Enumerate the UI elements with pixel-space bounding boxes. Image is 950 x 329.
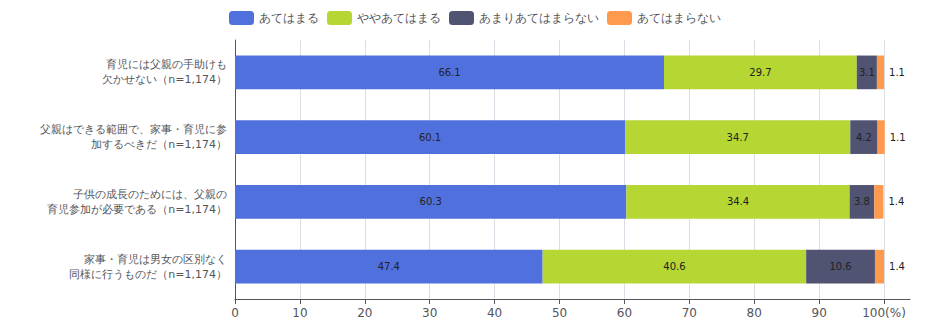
svg-text:1.4: 1.4 bbox=[888, 196, 904, 207]
svg-text:1.1: 1.1 bbox=[890, 132, 906, 143]
svg-text:10.6: 10.6 bbox=[829, 261, 851, 272]
svg-text:育児参加が必要である（n=1,174）: 育児参加が必要である（n=1,174） bbox=[47, 203, 227, 216]
svg-text:あてはまる: あてはまる bbox=[259, 11, 319, 25]
svg-text:66.1: 66.1 bbox=[438, 67, 460, 78]
svg-text:0: 0 bbox=[231, 306, 239, 320]
svg-text:あまりあてはまらない: あまりあてはまらない bbox=[479, 11, 599, 25]
svg-text:60.3: 60.3 bbox=[420, 196, 442, 207]
svg-text:30: 30 bbox=[422, 306, 437, 320]
svg-text:60: 60 bbox=[617, 306, 632, 320]
svg-text:40: 40 bbox=[487, 306, 502, 320]
svg-text:3.8: 3.8 bbox=[854, 196, 870, 207]
svg-text:100(%): 100(%) bbox=[862, 306, 906, 320]
svg-text:3.1: 3.1 bbox=[859, 67, 875, 78]
svg-text:40.6: 40.6 bbox=[663, 261, 685, 272]
svg-text:47.4: 47.4 bbox=[378, 261, 400, 272]
svg-text:34.7: 34.7 bbox=[727, 132, 749, 143]
svg-text:34.4: 34.4 bbox=[727, 196, 749, 207]
svg-text:父親はできる範囲で、家事・育児に参: 父親はできる範囲で、家事・育児に参 bbox=[40, 123, 227, 136]
svg-text:子供の成長のためには、父親の: 子供の成長のためには、父親の bbox=[73, 188, 227, 201]
svg-text:90: 90 bbox=[811, 306, 826, 320]
svg-text:加するべきだ（n=1,174）: 加するべきだ（n=1,174） bbox=[91, 138, 227, 151]
svg-text:ややあてはまる: ややあてはまる bbox=[357, 11, 441, 25]
svg-text:80: 80 bbox=[747, 306, 762, 320]
svg-text:29.7: 29.7 bbox=[749, 67, 771, 78]
svg-text:欠かせない（n=1,174）: 欠かせない（n=1,174） bbox=[102, 73, 227, 86]
svg-text:1.4: 1.4 bbox=[889, 261, 905, 272]
svg-text:4.2: 4.2 bbox=[856, 132, 872, 143]
svg-text:同様に行うものだ（n=1,174）: 同様に行うものだ（n=1,174） bbox=[69, 268, 227, 281]
svg-text:10: 10 bbox=[292, 306, 307, 320]
svg-text:あてはまらない: あてはまらない bbox=[637, 11, 721, 25]
svg-text:育児には父親の手助けも: 育児には父親の手助けも bbox=[106, 58, 227, 71]
svg-text:20: 20 bbox=[357, 306, 372, 320]
svg-text:60.1: 60.1 bbox=[419, 132, 441, 143]
svg-text:家事・育児は男女の区別なく: 家事・育児は男女の区別なく bbox=[84, 253, 227, 266]
svg-text:70: 70 bbox=[682, 306, 697, 320]
svg-text:1.1: 1.1 bbox=[889, 67, 905, 78]
svg-text:50: 50 bbox=[552, 306, 567, 320]
